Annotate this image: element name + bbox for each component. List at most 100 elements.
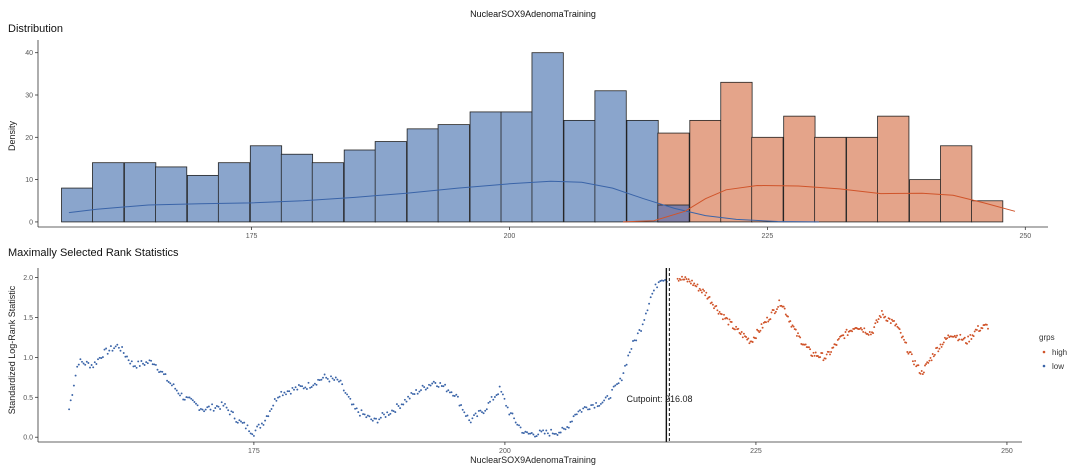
rank-point-low-211	[407, 395, 410, 398]
rank-point-low-127	[272, 404, 275, 407]
rank-statistics-axes: 0.0 0.5 1.0 1.5 2.0 175 200 225 250	[23, 268, 1022, 455]
rank-point-high-168	[862, 330, 865, 333]
rank-point-high-218	[917, 364, 920, 367]
rank-point-low-231	[439, 382, 442, 384]
rank-point-low-323	[587, 408, 589, 411]
rank-point-low-101	[230, 410, 233, 413]
rank-point-low-20	[100, 357, 103, 360]
rank-point-low-269	[500, 390, 503, 393]
rank-point-low-17	[95, 363, 98, 365]
rank-point-low-354	[636, 332, 639, 335]
rank-point-low-271	[503, 397, 506, 400]
rank-point-low-318	[579, 409, 581, 412]
rank-point-low-34	[122, 352, 125, 354]
rank-point-low-281	[519, 426, 522, 429]
rank-point-high-138	[829, 353, 831, 356]
histogram-bar-low-11	[406, 128, 439, 223]
rank-point-low-358	[643, 319, 646, 321]
rank-point-high-9	[686, 280, 689, 283]
rank-point-low-312	[569, 421, 572, 423]
histogram-bar-high-1	[689, 119, 722, 223]
rank-point-low-330	[598, 404, 601, 407]
rank-point-low-96	[222, 404, 225, 407]
rank-point-low-192	[376, 421, 379, 424]
histogram-bar-low-13	[469, 111, 502, 223]
rank-point-high-280	[985, 323, 988, 326]
rank-point-high-134	[824, 357, 827, 360]
rank-point-low-14	[90, 364, 93, 366]
rank-point-low-23	[105, 347, 108, 350]
rank-point-low-148	[305, 388, 308, 390]
rank-point-low-342	[617, 382, 620, 385]
rank-point-high-32	[711, 303, 714, 306]
rank-point-high-55	[737, 327, 740, 330]
rank-point-high-197	[894, 324, 897, 327]
rank-point-low-37	[127, 359, 130, 362]
rank-point-low-19	[98, 356, 101, 359]
rank-point-low-314	[572, 415, 575, 418]
rank-point-low-42	[135, 366, 138, 369]
rank-point-high-22	[700, 291, 703, 294]
rank-point-low-178	[354, 407, 357, 410]
histogram-subtitle: Distribution	[8, 23, 63, 35]
rank-point-high-185	[880, 309, 883, 312]
histogram-bar-low-17	[594, 90, 627, 223]
rank-point-low-215	[413, 393, 416, 396]
rank-point-high-154	[846, 334, 849, 337]
rank-point-high-23	[702, 288, 704, 291]
rank-point-low-369	[660, 279, 663, 282]
rank-point-low-303	[554, 432, 557, 435]
rank-point-low-276	[511, 412, 514, 415]
rank-point-low-267	[497, 393, 500, 396]
rank-point-low-128	[273, 398, 276, 400]
rank-point-low-24	[106, 352, 109, 355]
rank-point-high-178	[873, 326, 876, 329]
rank-point-low-292	[537, 433, 540, 436]
histogram-y-tick-label: 20	[25, 135, 33, 142]
rank-point-low-218	[418, 390, 421, 393]
rank-point-low-137	[288, 390, 291, 393]
rank-point-high-110	[798, 335, 801, 338]
rank-point-high-20	[698, 287, 701, 290]
rank-point-low-233	[442, 385, 445, 388]
rank-point-high-193	[889, 322, 892, 325]
rank-statistics-x-tick-label: 225	[750, 448, 762, 455]
rank-point-high-11	[688, 280, 691, 283]
rank-statistics-subtitle: Maximally Selected Rank Statistics	[8, 247, 179, 259]
rank-point-low-64	[170, 384, 173, 387]
rank-point-low-331	[599, 402, 602, 405]
rank-point-high-46	[727, 323, 730, 326]
rank-point-high-256	[959, 333, 962, 336]
rank-point-low-293	[538, 429, 541, 432]
rank-point-low-277	[513, 417, 516, 420]
rank-point-low-15	[92, 366, 95, 369]
rank-point-low-166	[334, 376, 337, 379]
rank-point-low-86	[206, 406, 209, 409]
rank-point-low-51	[150, 359, 153, 362]
rank-point-high-107	[794, 328, 797, 331]
rank-point-high-207	[905, 341, 908, 344]
rank-point-low-248	[466, 414, 469, 417]
rank-point-low-368	[659, 280, 662, 282]
rank-point-low-183	[362, 413, 365, 416]
rank-point-low-168	[338, 380, 340, 383]
rank-point-low-159	[323, 373, 326, 376]
rank-point-low-216	[415, 389, 418, 391]
rank-point-high-208	[906, 351, 909, 353]
rank-point-high-274	[979, 329, 982, 332]
rank-point-low-365	[654, 283, 657, 286]
rank-point-high-240	[941, 343, 944, 346]
rank-point-low-290	[534, 435, 536, 438]
rank-point-high-63	[746, 338, 749, 341]
rank-point-low-219	[420, 389, 422, 392]
rank-point-high-3	[679, 278, 682, 281]
rank-point-low-52	[151, 363, 154, 366]
rank-point-low-116	[254, 429, 257, 432]
rank-point-high-252	[954, 336, 957, 339]
rank-point-low-200	[389, 412, 392, 415]
rank-point-low-59	[162, 373, 165, 376]
rank-point-high-232	[932, 355, 935, 358]
rank-point-low-149	[307, 381, 310, 384]
rank-point-low-4	[74, 374, 77, 377]
rank-point-high-97	[783, 307, 786, 310]
